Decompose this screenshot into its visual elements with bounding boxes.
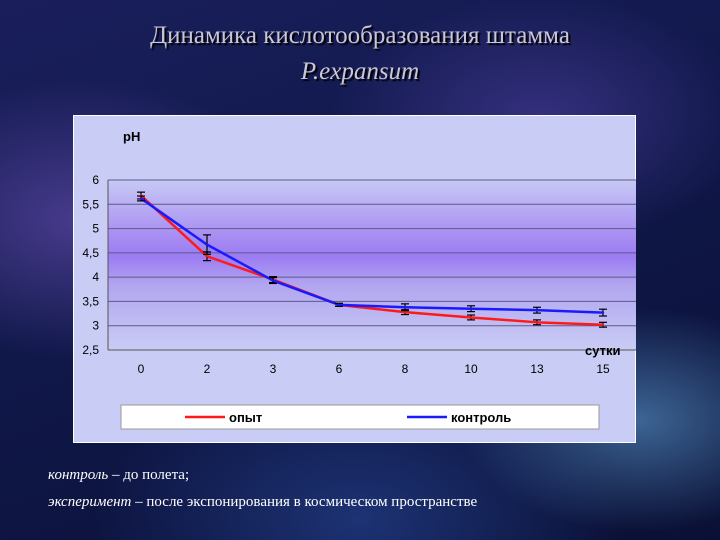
y-tick-label: 3,5 xyxy=(82,294,99,308)
x-tick-label: 3 xyxy=(270,362,277,376)
legend-label-control: контроль xyxy=(451,410,511,425)
y-tick-label: 2,5 xyxy=(82,343,99,357)
note-control-term: контроль xyxy=(48,467,109,483)
legend-label-opyt: опыт xyxy=(229,410,262,425)
data-point xyxy=(403,306,407,309)
y-tick-label: 5,5 xyxy=(82,197,99,211)
y-tick-label: 5 xyxy=(92,222,99,236)
series-line-1 xyxy=(140,197,604,314)
y-tick-label: 4 xyxy=(92,270,99,284)
x-tick-label: 6 xyxy=(336,362,343,376)
data-point xyxy=(601,311,605,314)
y-axis-label: pH xyxy=(123,129,140,144)
data-point xyxy=(469,307,473,310)
x-tick-label: 10 xyxy=(464,362,478,376)
ph-line-chart: 6 5,5 5 4,5 4 3,5 3 2,5 0 2 3 6 8 10 13 15 pH сутки опы… xyxy=(72,114,637,444)
note-control: контроль – до полета; xyxy=(48,462,708,489)
x-axis-label: сутки xyxy=(585,343,620,358)
series-layer xyxy=(137,191,607,328)
x-tick-label: 8 xyxy=(402,362,409,376)
data-point xyxy=(469,316,473,319)
note-experiment-term: эксперимент xyxy=(48,494,132,510)
data-point xyxy=(205,255,209,258)
data-point xyxy=(139,197,143,200)
x-tick-label: 0 xyxy=(138,362,145,376)
slide-title: Динамика кислотообразования штамма xyxy=(150,22,570,49)
data-point xyxy=(271,279,275,282)
plot-area-bg xyxy=(108,180,636,350)
tick-labels: 6 5,5 5 4,5 4 3,5 3 2,5 0 2 3 6 8 10 13 15 xyxy=(82,173,610,376)
y-tick-label: 6 xyxy=(92,173,99,187)
x-tick-label: 15 xyxy=(596,362,610,376)
y-tick-label: 4,5 xyxy=(82,246,99,260)
data-point xyxy=(403,310,407,314)
y-tick-label: 3 xyxy=(92,319,99,333)
grid-lines xyxy=(108,179,636,351)
x-tick-label: 13 xyxy=(530,362,544,376)
data-point xyxy=(337,303,341,307)
chart-container: 6 5,5 5 4,5 4 3,5 3 2,5 0 2 3 6 8 10 13 15 pH сутки опы… xyxy=(72,114,637,444)
note-experiment: эксперимент – после экспонирования в кос… xyxy=(48,489,708,516)
series-line-0 xyxy=(140,194,604,326)
note-control-text: – до полета; xyxy=(108,467,190,483)
note-experiment-text: – после экспонирования в космическом про… xyxy=(131,494,478,510)
slide-subtitle-species: P.expansum xyxy=(300,58,420,85)
x-tick-label: 2 xyxy=(204,362,211,376)
data-point xyxy=(601,323,605,326)
data-point xyxy=(535,321,539,324)
data-point xyxy=(205,243,209,246)
data-point xyxy=(535,308,539,312)
notes-block: контроль – до полета; эксперимент – посл… xyxy=(48,462,708,516)
axes xyxy=(107,180,636,351)
